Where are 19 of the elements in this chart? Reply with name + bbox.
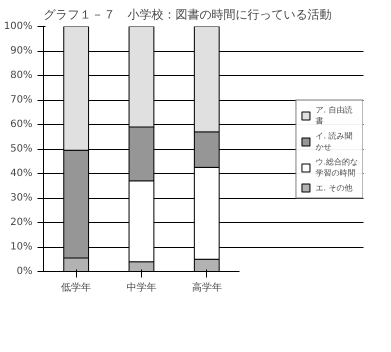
y-tick-label: 10% (10, 242, 33, 252)
y-tick-label: 90% (10, 46, 33, 56)
legend-label: エ. その他 (315, 182, 353, 193)
y-tick-label: 30% (10, 192, 33, 204)
y-tick-label: 100% (4, 21, 33, 32)
y-tick-label: 0% (16, 266, 33, 277)
y-tick-label: 80% (10, 70, 33, 81)
chart-title: グラフ１－７ 小学校：図書の時間に行っている活動 (44, 8, 332, 22)
y-tick-label: 70% (10, 94, 33, 106)
y-tick-label: 20% (10, 217, 33, 228)
legend-label: ウ.総合的な学習の時間 (315, 156, 358, 178)
legend-label: ア. 自由読書 (315, 104, 353, 126)
x-tick-label: 高学年 (192, 282, 222, 294)
y-tick-label: 40% (10, 168, 33, 179)
x-tick-label: 低学年 (61, 282, 92, 294)
y-tick-label: 50% (10, 144, 33, 154)
legend-label: イ. 読み聞かせ (315, 130, 353, 152)
x-tick-label: 中学年 (126, 282, 156, 294)
y-tick-label: 60% (10, 119, 33, 130)
